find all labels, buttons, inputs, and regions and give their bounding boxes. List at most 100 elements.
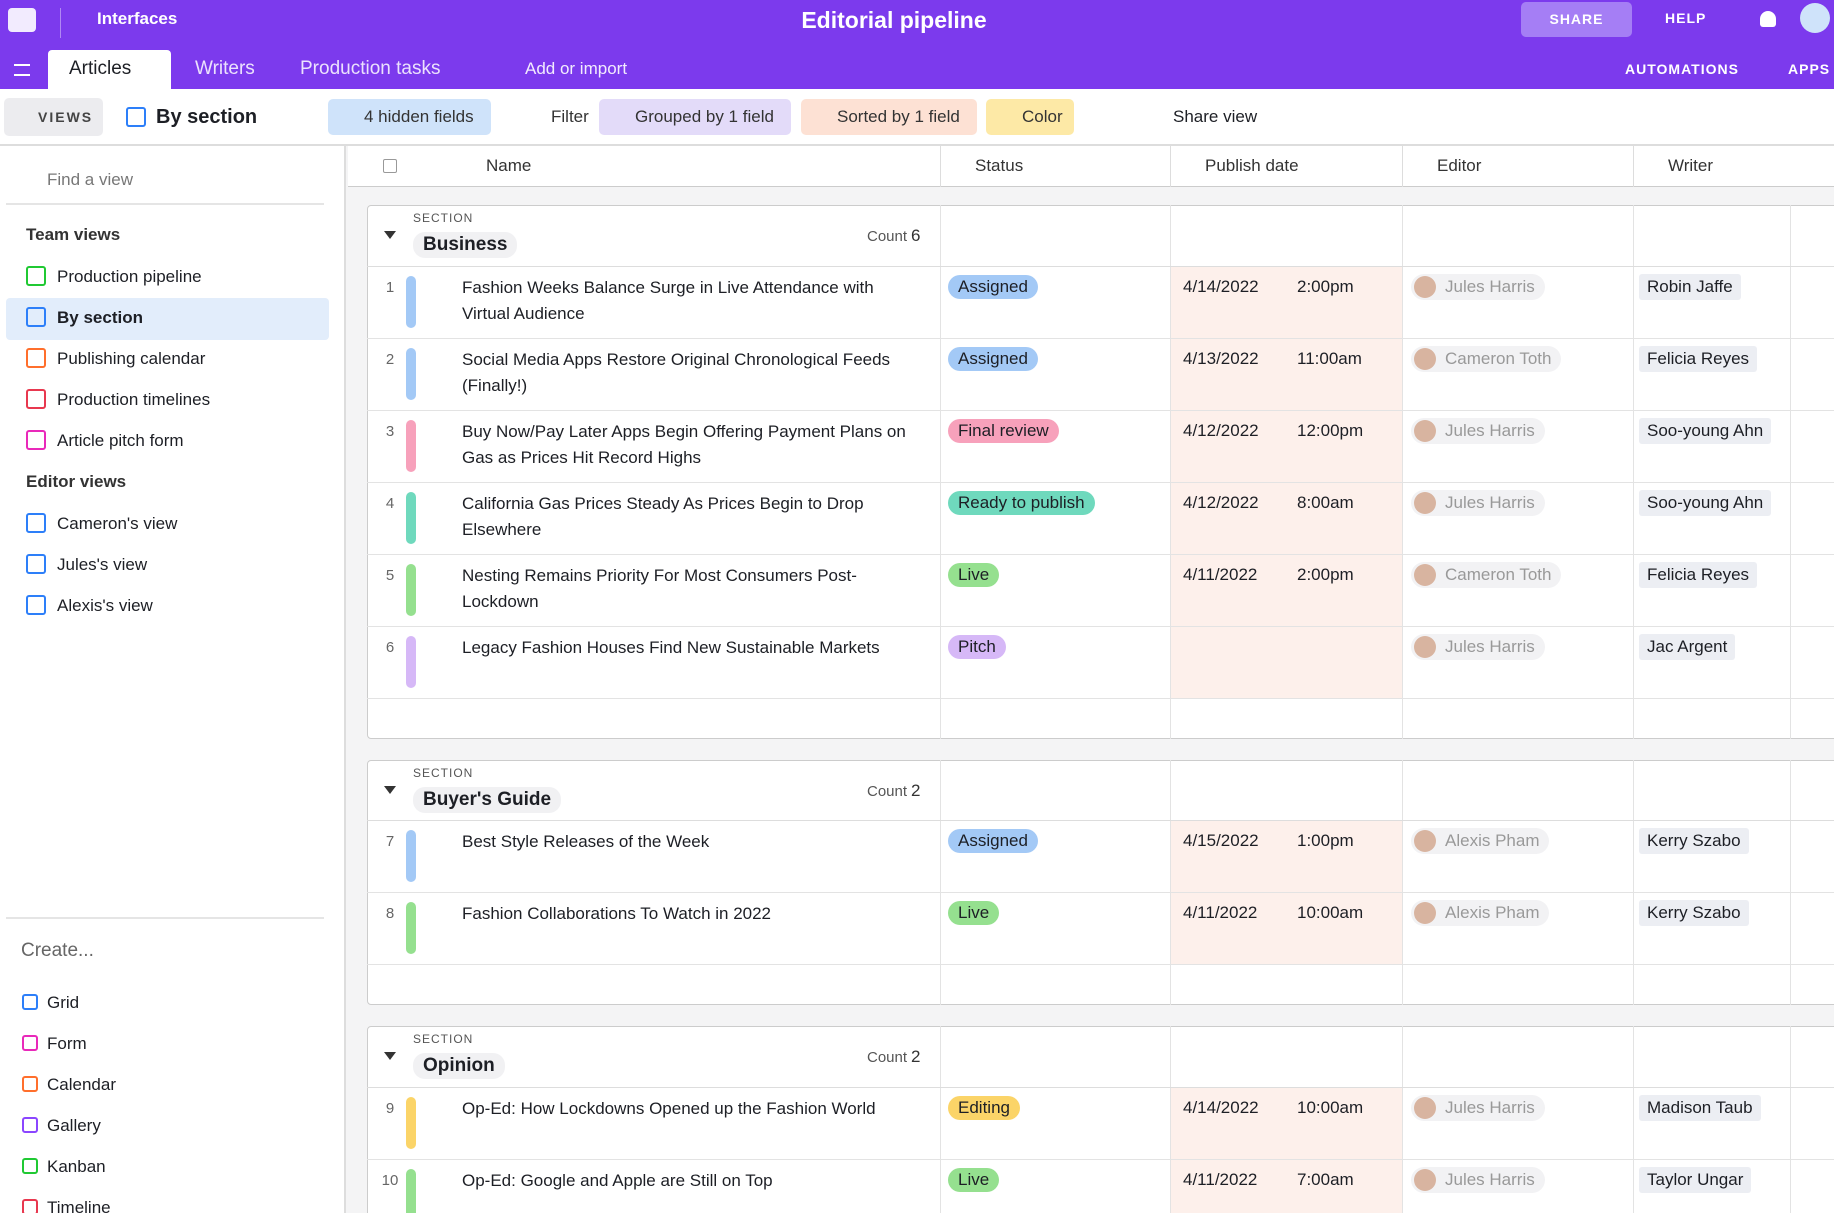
current-view[interactable]: By section <box>156 106 258 128</box>
column-name[interactable]: Status <box>975 156 1024 175</box>
base-title[interactable]: Editorial pipeline <box>801 7 987 33</box>
row-number: 7 <box>385 833 395 851</box>
view-item[interactable]: Article pitch form <box>57 431 184 450</box>
row-divider <box>367 553 1834 555</box>
count: 2 <box>911 1047 921 1067</box>
collapse-toggle[interactable] <box>384 785 396 794</box>
publish-date: 4/11/2022 <box>1183 1170 1258 1190</box>
column-divider <box>940 205 941 739</box>
column-name[interactable]: Name <box>486 156 532 175</box>
views-button[interactable]: VIEWS <box>4 98 103 136</box>
column-divider <box>1633 205 1634 739</box>
date-cell <box>1171 821 1402 893</box>
create-item[interactable]: Form <box>47 1034 87 1053</box>
record-name[interactable]: Buy Now/Pay Later Apps Begin Offering Pa… <box>462 421 906 467</box>
tab[interactable]: Production tasks <box>300 58 441 79</box>
record-name[interactable]: Nesting Remains Priority For Most Consum… <box>462 565 857 611</box>
row-divider <box>367 337 1834 339</box>
publish-time: 8:00am <box>1297 492 1354 512</box>
group-name: Opinion <box>413 1053 505 1080</box>
publish-date: 4/14/2022 <box>1183 276 1259 296</box>
view-icon <box>26 348 46 368</box>
row-color <box>406 275 416 328</box>
sidebar-group[interactable]: Editor views <box>26 472 127 491</box>
row-number: 2 <box>385 350 395 368</box>
date-cell <box>1171 338 1402 410</box>
column-divider <box>1170 146 1171 187</box>
add-row[interactable] <box>384 970 400 986</box>
search-view[interactable]: Find a view <box>47 170 133 189</box>
view-item[interactable]: Jules's view <box>57 555 148 574</box>
brand[interactable]: Interfaces <box>97 9 178 28</box>
view-button[interactable]: Grouped by 1 field <box>599 99 791 135</box>
editor-pill: Jules Harris <box>1411 1095 1545 1122</box>
status-pill: Final review <box>948 418 1059 443</box>
record-name[interactable]: Op-Ed: How Lockdowns Opened up the Fashi… <box>462 1099 876 1119</box>
view-button[interactable]: 4 hidden fields <box>328 99 491 135</box>
section-label: SECTION <box>413 765 474 780</box>
group-divider <box>367 820 1834 822</box>
view-button[interactable]: Color <box>986 99 1074 135</box>
count-label: Count <box>867 228 908 245</box>
toolbar-item[interactable]: AUTOMATIONS <box>1625 61 1739 77</box>
row-color <box>406 830 416 883</box>
editor-avatar <box>1414 563 1436 586</box>
sidebar-group[interactable]: Team views <box>26 225 121 244</box>
publish-time: 12:00pm <box>1297 420 1364 440</box>
tab[interactable]: Articles <box>69 58 132 79</box>
publish-date: 4/15/2022 <box>1183 831 1259 851</box>
editor-avatar <box>1414 491 1436 514</box>
view-item[interactable]: Production timelines <box>57 390 211 409</box>
column-header <box>348 146 1834 187</box>
view-item[interactable]: Alexis's view <box>57 596 153 615</box>
help[interactable]: HELP <box>1665 10 1707 26</box>
view-icon <box>26 513 46 533</box>
group-name: Business <box>413 232 518 258</box>
row-color <box>406 1097 416 1150</box>
create-title[interactable]: Create... <box>21 940 94 961</box>
collapse-toggle[interactable] <box>384 231 396 239</box>
column-name[interactable]: Publish date <box>1205 156 1299 175</box>
writer-pill: Soo-young Ahn <box>1639 489 1772 516</box>
add-row[interactable] <box>384 704 400 720</box>
count-label: Count <box>867 782 908 800</box>
create-item[interactable]: Calendar <box>47 1075 116 1094</box>
record-name[interactable]: Social Media Apps Restore Original Chron… <box>462 349 891 395</box>
record-name[interactable]: Op-Ed: Google and Apple are Still on Top <box>462 1171 773 1191</box>
row-number: 5 <box>385 566 395 584</box>
view-item[interactable]: By section <box>57 308 143 327</box>
avatar[interactable] <box>1800 3 1830 33</box>
view-icon <box>26 307 46 327</box>
create-item[interactable]: Gallery <box>47 1116 101 1135</box>
column-name[interactable]: Writer <box>1668 156 1714 175</box>
record-name[interactable]: Fashion Weeks Balance Surge in Live Atte… <box>462 277 874 323</box>
record-name[interactable]: Legacy Fashion Houses Find New Sustainab… <box>462 637 880 657</box>
create-icon <box>22 1117 38 1133</box>
view-item[interactable]: Cameron's view <box>57 514 178 533</box>
collapse-toggle[interactable] <box>384 1052 396 1061</box>
record-name[interactable]: Best Style Releases of the Week <box>462 832 710 852</box>
count: 6 <box>911 226 921 245</box>
view-icon <box>26 430 46 450</box>
toolbar-item[interactable]: APPS <box>1788 61 1831 77</box>
selected-view <box>6 298 329 340</box>
record-name[interactable]: Fashion Collaborations To Watch in 2022 <box>462 904 772 924</box>
add-import[interactable]: Add or import <box>525 59 628 78</box>
tab[interactable]: Writers <box>195 58 255 79</box>
create-item[interactable]: Grid <box>47 993 80 1012</box>
view-button[interactable]: Sorted by 1 field <box>801 99 977 135</box>
date-cell <box>1171 266 1402 338</box>
divider <box>60 8 61 38</box>
create-icon <box>22 994 38 1010</box>
create-item[interactable]: Timeline <box>47 1198 111 1213</box>
create-item[interactable]: Kanban <box>47 1157 106 1176</box>
view-item[interactable]: Production pipeline <box>57 267 202 286</box>
share-view[interactable]: Share view <box>1173 107 1258 126</box>
share-button[interactable]: SHARE <box>1521 2 1632 37</box>
record-name[interactable]: California Gas Prices Steady As Prices B… <box>462 493 864 539</box>
notifications[interactable] <box>1760 11 1776 27</box>
column-name[interactable]: Editor <box>1437 156 1482 175</box>
view-button[interactable]: Filter <box>515 99 589 135</box>
view-item[interactable]: Publishing calendar <box>57 349 206 368</box>
writer-pill: Felicia Reyes <box>1639 345 1758 372</box>
